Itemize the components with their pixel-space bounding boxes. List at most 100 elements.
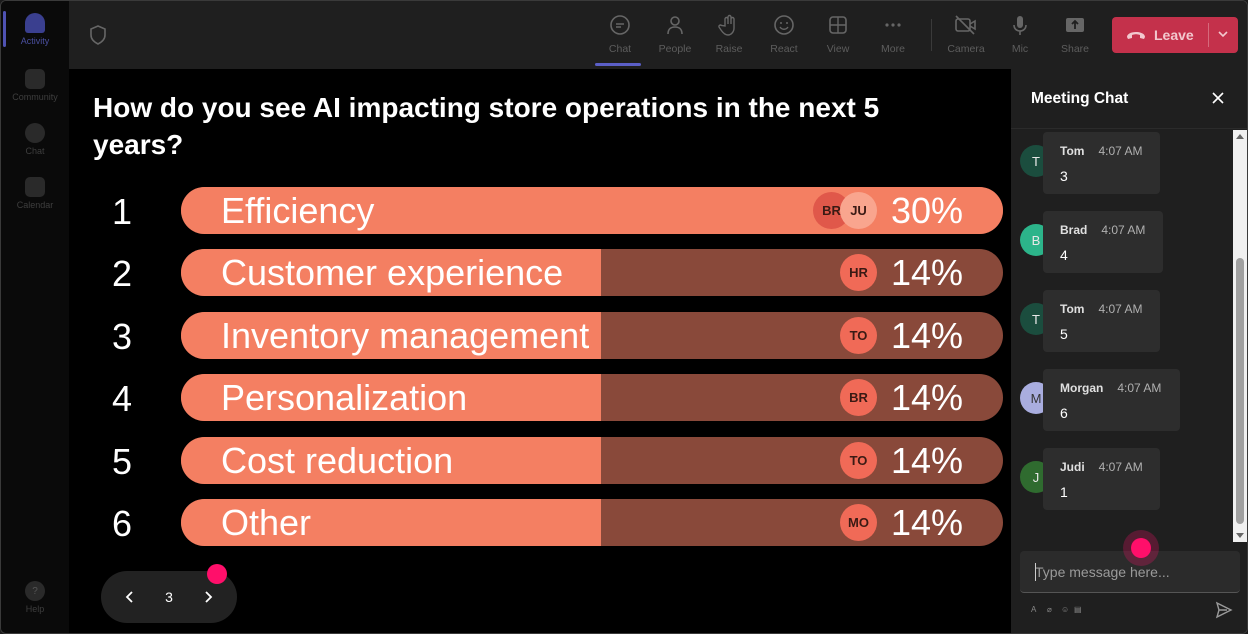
poll-option-row: 6 Other MO 14% [69,499,1011,547]
rail-item-label: Community [12,92,58,102]
react-button[interactable]: React [757,9,811,63]
option-result-bar: Customer experience HR 14% [181,249,1003,296]
option-label: Efficiency [221,190,375,231]
chevron-down-icon[interactable] [1216,27,1230,41]
option-label: Cost reduction [221,440,454,481]
leave-button[interactable]: Leave [1112,17,1238,53]
raise-hand-button[interactable]: Raise [702,9,756,63]
option-percentage: 14% [890,315,963,356]
react-button-label: React [770,43,798,55]
rail-item-chat[interactable]: Chat [1,117,69,169]
voter-avatar[interactable]: TO [840,317,877,354]
rail-active-indicator [3,11,6,47]
avatar-initial: J [1032,469,1040,485]
view-button[interactable]: View [811,9,865,63]
attach-icon[interactable]: ⌀ [1047,605,1052,614]
rail-item-help[interactable]: ? Help [1,575,69,627]
page-number: 3 [165,589,173,605]
share-button-label: Share [1060,43,1090,55]
chevron-right-icon[interactable] [201,590,215,604]
chat-message[interactable]: Morgan 4:07 AM 6 [1043,369,1180,431]
emoji-icon[interactable]: ☺ [1061,605,1070,614]
option-number: 1 [111,191,133,232]
message-text: 4 [1060,247,1068,263]
voter-avatar[interactable]: MO [840,504,877,541]
rail-item-calendar[interactable]: Calendar [1,171,69,223]
share-icon [1063,13,1087,37]
rail-item-label: Calendar [16,200,54,210]
message-text: 6 [1060,405,1068,421]
option-result-bar: Cost reduction TO 14% [181,437,1003,484]
ellipsis-icon [881,13,905,37]
bell-icon [25,13,45,33]
share-button[interactable]: Share [1048,9,1102,63]
camera-button-label: Camera [947,43,985,55]
chat-header-divider [1011,128,1247,129]
rail-item-community[interactable]: Community [1,63,69,115]
voter-avatar[interactable]: JU [840,192,877,229]
poll-option-row: 2 Customer experience HR 14% [69,249,1011,297]
message-header: Brad 4:07 AM [1060,221,1163,239]
camera-button[interactable]: Camera [939,9,993,63]
sender-name: Brad [1060,223,1088,237]
chat-compose-box [1020,551,1240,593]
active-tab-underline [595,63,641,66]
rail-item-label: Chat [25,146,45,156]
option-result-bar: Efficiency BR JU 30% [181,187,1003,234]
option-number: 6 [111,503,133,544]
people-button[interactable]: People [648,9,702,63]
message-timestamp: 4:07 AM [1101,223,1146,237]
chat-icon [25,123,45,143]
text-caret [1035,563,1036,581]
voter-avatar[interactable]: TO [840,442,877,479]
option-percentage: 14% [890,502,963,543]
message-timestamp: 4:07 AM [1117,381,1162,395]
more-button[interactable]: More [866,9,920,63]
mic-button[interactable]: Mic [993,9,1047,63]
message-header: Tom 4:07 AM [1060,300,1160,318]
option-label: Customer experience [221,252,564,293]
poll-option-row: 4 Personalization BR 14% [69,374,1011,422]
chat-message[interactable]: Tom 4:07 AM 3 [1043,132,1160,194]
format-icon[interactable]: A [1031,605,1037,614]
chat-toggle-button[interactable]: Chat [593,9,647,66]
message-timestamp: 4:07 AM [1098,144,1143,158]
calendar-icon [25,177,45,197]
chevron-left-icon[interactable] [123,590,137,604]
poll-question: How do you see AI impacting store operat… [93,92,880,160]
option-result-bar: Inventory management TO 14% [181,312,1003,359]
rail-item-activity[interactable]: Activity [1,7,69,59]
leave-label: Leave [1154,27,1194,43]
mic-icon [1008,13,1032,37]
message-timestamp: 4:07 AM [1098,460,1143,474]
voter-avatar[interactable]: BR [840,379,877,416]
chat-message[interactable]: Tom 4:07 AM 5 [1043,290,1160,352]
chat-scrollbar[interactable] [1233,130,1247,542]
voter-avatar[interactable]: HR [840,254,877,291]
mic-button-label: Mic [1011,43,1029,55]
scroll-up-arrow[interactable] [1236,134,1244,139]
gif-icon[interactable]: ▤ [1074,605,1082,614]
message-input[interactable] [1020,551,1240,592]
poll-option-row: 1 Efficiency BR JU 30% [69,187,1011,235]
community-icon [25,69,45,89]
leave-separator [1208,23,1209,47]
option-result-fill [181,374,602,421]
option-number: 3 [111,316,133,357]
shield-icon[interactable] [89,25,107,45]
option-result-bar: Personalization BR 14% [181,374,1003,421]
help-icon: ? [25,581,45,601]
chat-message[interactable]: Brad 4:07 AM 4 [1043,211,1163,273]
scroll-down-arrow[interactable] [1236,533,1244,538]
close-icon[interactable] [1211,91,1225,105]
scroll-thumb[interactable] [1236,258,1244,524]
option-percentage: 14% [890,440,963,481]
phone-hangup-icon [1127,32,1145,39]
camera-off-icon [954,13,978,37]
send-icon[interactable] [1215,601,1233,619]
chat-message[interactable]: Judi 4:07 AM 1 [1043,448,1160,510]
option-label: Inventory management [221,315,590,356]
message-text: 1 [1060,484,1068,500]
option-number: 4 [111,378,133,419]
